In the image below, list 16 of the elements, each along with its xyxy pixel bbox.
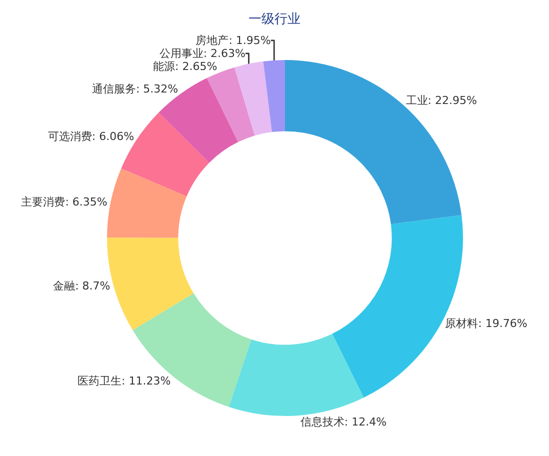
slice-label: 主要消费: 6.35% (21, 196, 108, 209)
donut-slice (107, 168, 187, 238)
slice-label: 可选消费: 6.06% (48, 130, 134, 144)
chart-title: 一级行业 (248, 12, 300, 27)
slice-label: 工业: 22.95% (406, 94, 477, 108)
slice-label: 信息技术: 12.4% (300, 416, 387, 429)
slice-label: 医药卫生: 11.23% (78, 374, 171, 388)
slice-label: 原材料: 19.76% (445, 317, 528, 330)
slice-label: 通信服务: 5.32% (92, 82, 178, 96)
slice-label: 金融: 8.7% (53, 280, 110, 293)
slice-label: 能源: 2.65% (153, 60, 218, 73)
donut-slice (263, 60, 285, 132)
donut-slice (234, 61, 272, 136)
donut-slice (228, 334, 364, 416)
slice-label: 公用事业: 2.63% (159, 46, 246, 60)
slice-label: 房地产: 1.95% (196, 34, 271, 47)
